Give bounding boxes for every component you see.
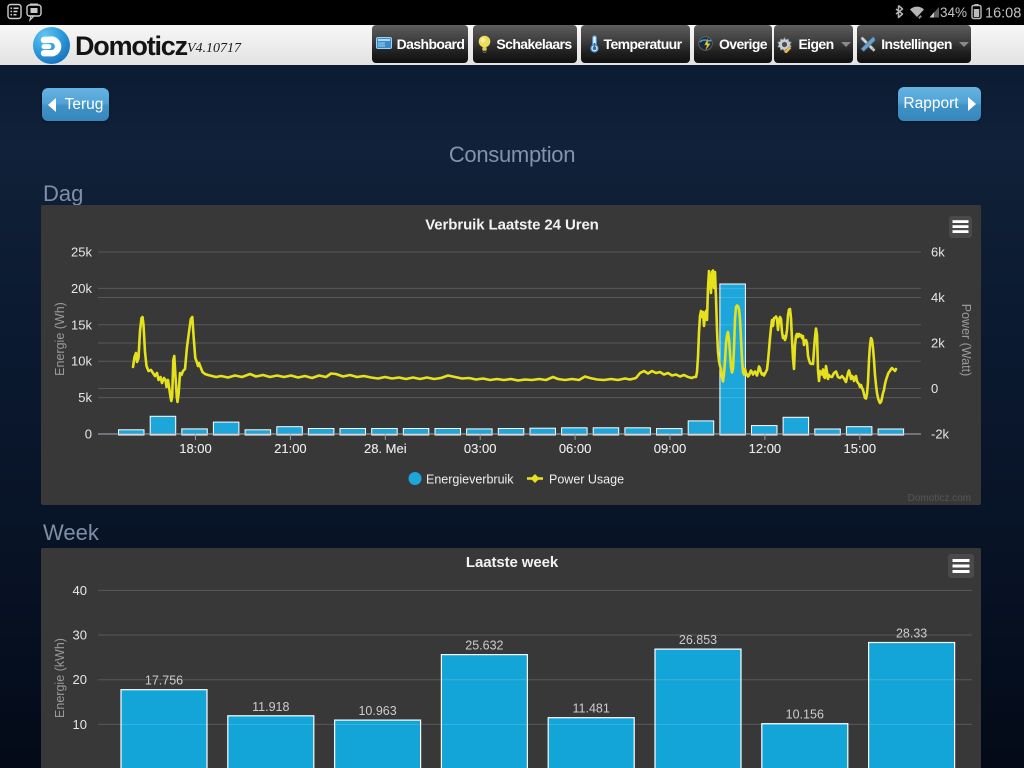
svg-text:15:00: 15:00 [844,441,877,456]
svg-text:20: 20 [73,672,87,687]
svg-text:Energie (Wh): Energie (Wh) [53,302,67,376]
svg-text:Power Usage: Power Usage [549,473,624,487]
svg-text:40: 40 [73,583,87,598]
svg-text:17.756: 17.756 [145,674,183,688]
svg-text:26.853: 26.853 [679,633,717,647]
svg-text:Energie (kWh): Energie (kWh) [53,638,67,718]
svg-text:2k: 2k [931,336,945,351]
svg-text:16:08: 16:08 [985,6,1021,22]
svg-text:-2k: -2k [931,427,950,442]
svg-text:Domoticz.com: Domoticz.com [908,493,971,504]
svg-text:5k: 5k [78,390,92,405]
svg-text:10k: 10k [71,354,92,369]
svg-text:11.918: 11.918 [252,700,289,714]
svg-text:09:00: 09:00 [654,441,687,456]
svg-text:21:00: 21:00 [274,441,307,456]
svg-text:18:00: 18:00 [179,441,212,456]
svg-text:10.156: 10.156 [786,708,824,722]
svg-text:Laatste week: Laatste week [466,554,559,571]
svg-text:09:00: 09:00 [654,441,687,456]
svg-text:0: 0 [85,427,92,442]
svg-text:Energieverbruik: Energieverbruik [426,473,514,487]
svg-text:30: 30 [73,628,87,643]
svg-text:Verbruik Laatste 24 Uren: Verbruik Laatste 24 Uren [425,217,599,234]
svg-text:6k: 6k [931,245,945,260]
svg-text:Power (Watt): Power (Watt) [959,304,973,376]
svg-text:34%: 34% [940,5,967,20]
svg-text:06:00: 06:00 [559,441,592,456]
svg-text:28.33: 28.33 [896,627,927,641]
svg-text:10: 10 [73,717,87,732]
svg-text:18:00: 18:00 [179,441,212,456]
svg-text:15k: 15k [71,317,92,332]
svg-text:28. Mei: 28. Mei [364,441,407,456]
svg-text:11.481: 11.481 [573,702,610,716]
svg-text:10.963: 10.963 [358,704,396,718]
svg-text:0: 0 [931,381,938,396]
svg-text:25k: 25k [71,245,92,260]
svg-text:12:00: 12:00 [749,441,782,456]
svg-text:03:00: 03:00 [464,441,497,456]
svg-text:20k: 20k [71,281,92,296]
svg-text:25.632: 25.632 [465,639,503,653]
svg-text:06:00: 06:00 [559,441,592,456]
svg-text:15:00: 15:00 [844,441,877,456]
svg-text:12:00: 12:00 [749,441,782,456]
svg-text:28. Mei: 28. Mei [364,441,407,456]
svg-text:4k: 4k [931,290,945,305]
svg-text:03:00: 03:00 [464,441,497,456]
svg-text:21:00: 21:00 [274,441,307,456]
